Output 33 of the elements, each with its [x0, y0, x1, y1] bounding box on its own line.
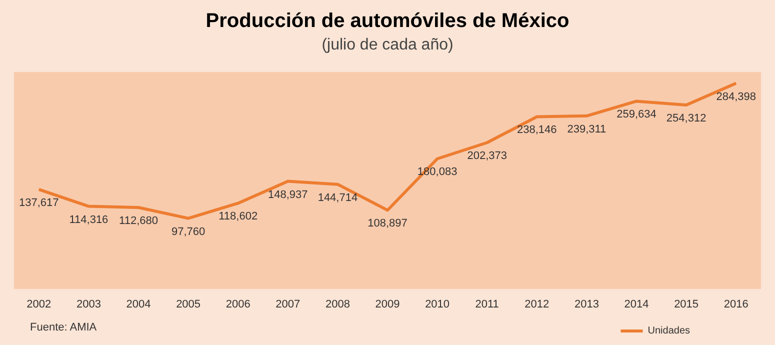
data-label: 144,714 — [318, 192, 358, 204]
x-tick-label: 2015 — [674, 298, 699, 310]
x-tick-label: 2013 — [574, 298, 599, 310]
x-tick-label: 2016 — [724, 298, 748, 310]
x-tick-label: 2005 — [176, 298, 201, 310]
x-tick-label: 2014 — [624, 298, 649, 310]
data-label: 202,373 — [467, 150, 507, 162]
data-label: 239,311 — [567, 123, 606, 136]
x-tick-label: 2002 — [26, 298, 52, 310]
data-label: 137,617 — [19, 196, 59, 209]
legend-label: Unidades — [648, 326, 690, 336]
data-label: 259,634 — [616, 108, 656, 121]
data-label: 97,760 — [171, 226, 206, 238]
data-label: 118,602 — [218, 210, 258, 223]
source-note: Fuente: AMIA — [30, 322, 98, 334]
data-label: 112,680 — [119, 214, 158, 227]
x-tick-label: 2012 — [524, 298, 550, 310]
data-label: 238,146 — [517, 124, 557, 136]
chart-title: Producción de automóviles de México — [206, 10, 570, 32]
x-tick-label: 2009 — [375, 298, 400, 310]
data-label: 148,937 — [268, 188, 308, 201]
x-tick-label: 2008 — [325, 298, 350, 310]
x-tick-label: 2007 — [276, 298, 300, 310]
data-label: 254,312 — [666, 112, 706, 125]
data-label: 114,316 — [69, 214, 108, 226]
x-tick-label: 2011 — [475, 298, 499, 310]
x-tick-label: 2004 — [126, 298, 151, 310]
x-tick-label: 2003 — [76, 298, 101, 310]
x-tick-label: 2010 — [425, 298, 450, 310]
data-label: 108,897 — [368, 218, 408, 230]
x-tick-label: 2006 — [226, 298, 250, 310]
data-label: 284,398 — [716, 90, 756, 103]
chart-subtitle: (julio de cada año) — [322, 36, 454, 54]
